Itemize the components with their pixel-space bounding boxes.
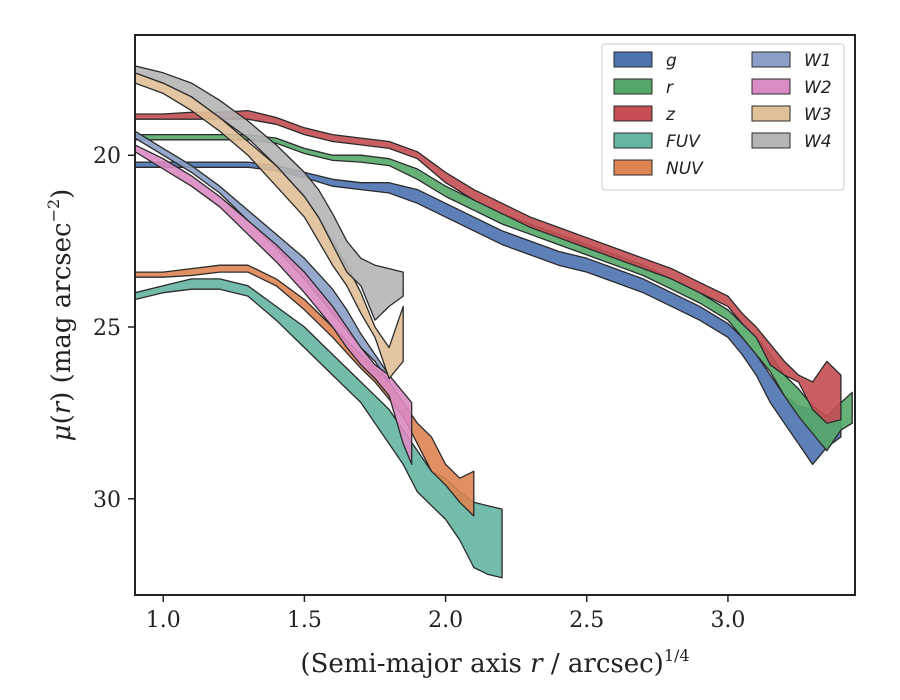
legend-label: W4	[804, 132, 832, 152]
legend-entry-w1: W1	[751, 51, 832, 71]
series-band-g	[135, 161, 842, 466]
legend-label: W1	[804, 51, 832, 71]
y-axis-label: μ(r) (mag arcsec−2)	[44, 189, 77, 442]
series-band-fuv	[135, 278, 503, 579]
legend-label: z	[665, 105, 676, 125]
legend-swatch	[751, 78, 791, 95]
series-band-w4	[135, 65, 404, 321]
legend-swatch	[751, 132, 791, 149]
y-tick-label: 20	[93, 144, 121, 169]
series-band-w2	[135, 144, 413, 466]
legend-label: FUV	[666, 132, 701, 152]
x-tick-label: 1.5	[287, 608, 322, 633]
x-axis-label: (Semi-major axis r / arcsec)1/4	[300, 646, 689, 679]
legend-entry-z: z	[613, 105, 676, 125]
x-tick-label: 2.0	[428, 608, 463, 633]
legend-swatch	[613, 78, 653, 95]
legend-swatch	[751, 105, 791, 122]
legend-swatch	[613, 159, 653, 176]
axes-layer: 1.0 1.5 2.0 2.5 3.0 20 25 30	[93, 34, 856, 633]
legend-entry-nuv: NUV	[613, 159, 704, 179]
y-tick-label: 30	[93, 488, 121, 513]
plot-frame	[134, 34, 856, 596]
legend-label: r	[666, 78, 674, 98]
series-band-w3	[135, 72, 404, 380]
legend-swatch	[613, 105, 653, 122]
x-tick-label: 3.0	[710, 608, 745, 633]
legend-entry-g: g	[613, 51, 677, 71]
legend-swatch	[751, 51, 791, 68]
legend-label: NUV	[666, 159, 704, 179]
legend-entry-w4: W4	[751, 132, 832, 152]
series-layer	[135, 65, 853, 579]
legend-entry-fuv: FUV	[613, 132, 701, 152]
series-band-nuv	[135, 264, 475, 517]
x-tick-label: 1.0	[146, 608, 181, 633]
legend-entry-w3: W3	[751, 105, 832, 125]
legend: grz FUV NUV W1 W2 W3 W4	[601, 43, 845, 191]
x-tick-label: 2.5	[569, 608, 604, 633]
y-tick-label: 25	[93, 316, 121, 341]
legend-entry-w2: W2	[751, 78, 832, 98]
series-band-z	[135, 109, 842, 424]
legend-swatch	[613, 132, 653, 149]
legend-label: W3	[804, 105, 832, 125]
legend-label: W2	[804, 78, 832, 98]
series-band-r	[135, 133, 853, 452]
legend-entry-r: r	[613, 78, 674, 98]
legend-label: g	[666, 51, 677, 71]
legend-swatch	[613, 51, 653, 68]
